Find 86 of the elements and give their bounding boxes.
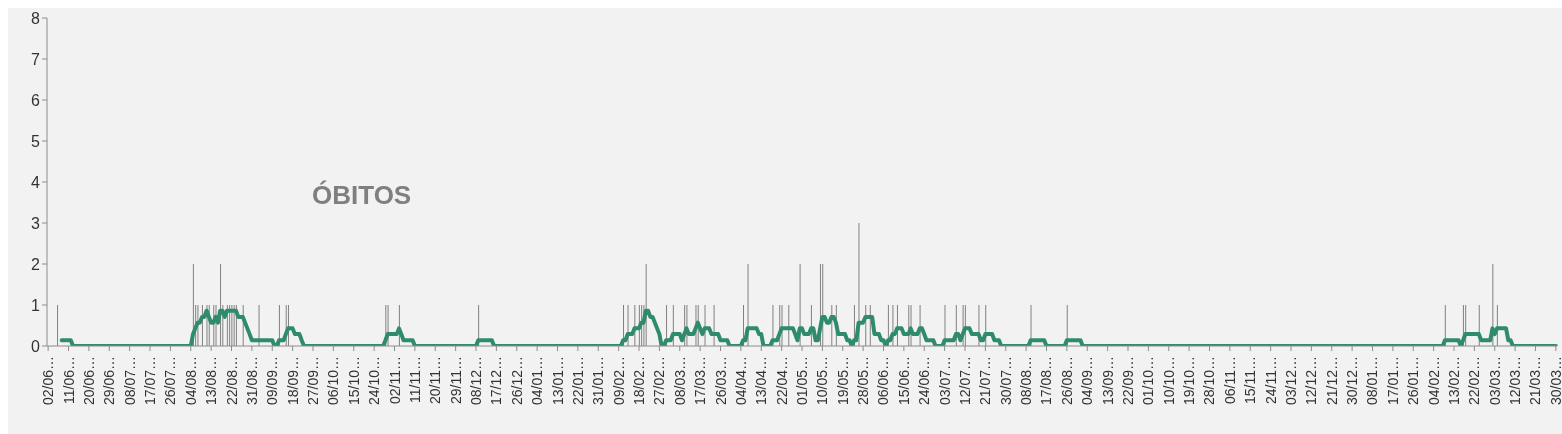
x-tick-label: 21/07… xyxy=(977,356,994,406)
x-tick-label: 08/03… xyxy=(671,356,688,406)
x-tick-label: 24/11… xyxy=(1262,356,1279,404)
y-tick-label: 3 xyxy=(31,214,41,232)
x-tick-label: 13/01… xyxy=(549,356,566,406)
x-tick-label: 27/02… xyxy=(651,356,668,406)
x-tick-label: 06/11… xyxy=(1221,356,1238,404)
x-tick-label: 24/10… xyxy=(366,356,383,406)
x-tick-label: 26/07… xyxy=(162,356,179,406)
x-tick-label: 18/09… xyxy=(284,356,301,406)
x-tick-label: 08/01… xyxy=(1364,356,1381,406)
x-tick-label: 15/10… xyxy=(345,356,362,406)
y-tick-label: 1 xyxy=(31,296,41,314)
x-tick-label: 13/08… xyxy=(203,356,220,406)
x-tick-label: 04/01… xyxy=(529,356,546,406)
y-tick-label: 0 xyxy=(31,337,41,355)
x-tick-label: 17/08… xyxy=(1038,356,1055,406)
x-tick-label: 30/12… xyxy=(1344,356,1361,406)
x-tick-label: 19/05… xyxy=(834,356,851,406)
x-tick-label: 03/03… xyxy=(1486,356,1503,406)
x-tick-label: 15/11… xyxy=(1242,356,1259,404)
x-tick-label: 18/02… xyxy=(631,356,647,406)
x-tick-label: 20/11… xyxy=(427,356,444,404)
x-tick-label: 26/01… xyxy=(1405,356,1422,406)
x-tick-label: 26/12… xyxy=(508,356,525,406)
x-tick-label: 03/07… xyxy=(936,356,953,406)
x-tick-label: 28/05… xyxy=(855,356,872,406)
x-tick-label: 19/10… xyxy=(1181,356,1198,406)
x-tick-label: 08/07… xyxy=(121,356,138,406)
text: ÓBITOS xyxy=(312,180,412,211)
x-tick-label: 31/08… xyxy=(243,356,260,406)
x-tick-label: 29/11… xyxy=(447,356,464,404)
x-tick-label: 09/09… xyxy=(264,356,281,406)
x-tick-label: 26/08… xyxy=(1058,356,1075,406)
x-tick-label: 21/03… xyxy=(1527,356,1544,406)
x-tick-label: 17/03… xyxy=(692,356,709,406)
x-tick-label: 02/06… xyxy=(40,356,57,406)
x-tick-label: 22/08… xyxy=(223,356,240,406)
x-tick-label: 30/03… xyxy=(1547,356,1562,406)
x-tick-label: 10/10… xyxy=(1160,356,1177,406)
x-tick-label: 17/12… xyxy=(488,356,505,406)
x-tick-label: 12/12… xyxy=(1303,356,1320,406)
x-tick-label: 04/08… xyxy=(182,356,199,406)
x-tick-label: 15/06… xyxy=(895,356,912,406)
x-tick-label: 04/09… xyxy=(1079,356,1096,406)
x-tick-label: 09/02… xyxy=(610,356,627,406)
x-tick-label: 24/06… xyxy=(916,356,933,406)
x-tick-label: 11/11… xyxy=(406,356,423,403)
x-tick-label: 26/03… xyxy=(712,356,729,406)
y-tick-label: 6 xyxy=(31,91,41,109)
x-tick-label: 12/07… xyxy=(957,356,973,406)
x-tick-label: 10/05… xyxy=(814,356,831,406)
x-tick-label: 06/10… xyxy=(325,356,342,406)
x-tick-label: 11/06… xyxy=(60,356,77,404)
x-tick-label: 13/02… xyxy=(1445,356,1462,406)
x-tick-label: 12/03… xyxy=(1507,356,1524,406)
y-tick-label: 7 xyxy=(31,50,41,68)
x-tick-label: 20/06… xyxy=(80,356,97,406)
x-tick-label: 13/09… xyxy=(1099,356,1116,406)
x-tick-label: 08/08… xyxy=(1018,356,1035,406)
y-tick-label: 2 xyxy=(31,255,41,273)
x-tick-label: 27/09… xyxy=(305,356,321,406)
x-tick-label: 29/06… xyxy=(101,356,118,406)
x-tick-label: 30/07… xyxy=(997,356,1014,406)
x-tick-label: 28/10… xyxy=(1201,356,1218,406)
x-tick-label: 01/05… xyxy=(794,356,810,406)
y-tick-label: 8 xyxy=(31,9,41,27)
x-tick-label: 17/07… xyxy=(142,356,159,406)
x-tick-label: 03/12… xyxy=(1283,356,1299,406)
x-tick-label: 04/02… xyxy=(1425,356,1442,406)
x-tick-label: 22/02… xyxy=(1466,356,1483,406)
x-tick-label: 02/11… xyxy=(386,356,403,404)
line-series xyxy=(59,308,1558,346)
x-tick-label: 22/01… xyxy=(569,356,586,406)
y-tick-label: 4 xyxy=(31,173,41,191)
x-tick-label: 22/04… xyxy=(773,356,790,406)
x-tick-label: 21/12… xyxy=(1323,356,1340,406)
x-tick-label: 17/01… xyxy=(1384,356,1401,406)
x-tick-label: 22/09… xyxy=(1120,356,1136,406)
x-tick-label: 13/04… xyxy=(753,356,770,406)
x-tick-label: 06/06… xyxy=(875,356,892,406)
x-tick-label: 04/04… xyxy=(732,356,749,406)
x-tick-label: 31/01… xyxy=(590,356,607,406)
x-tick-label: 08/12… xyxy=(468,356,484,406)
y-tick-label: 5 xyxy=(31,132,41,150)
x-tick-label: 01/10… xyxy=(1140,356,1157,406)
